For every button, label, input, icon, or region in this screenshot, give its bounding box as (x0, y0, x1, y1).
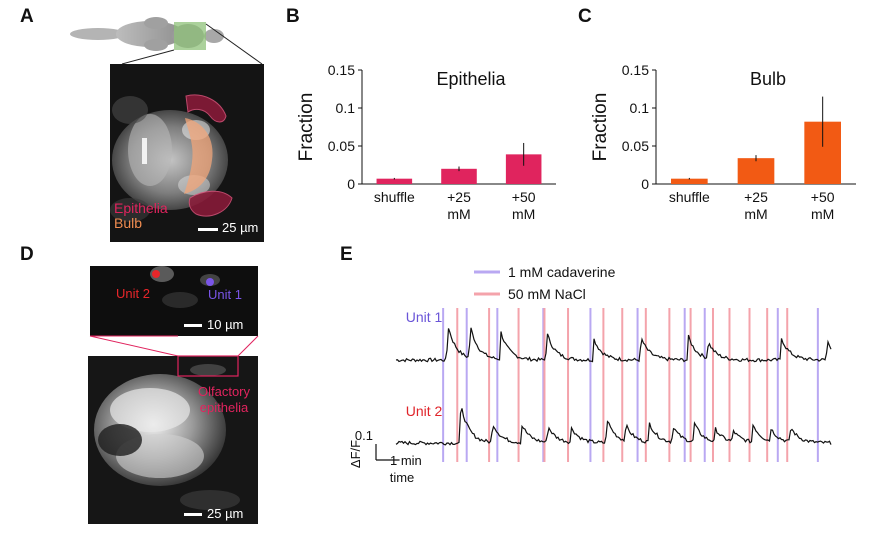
trace-unit-2 (396, 408, 831, 444)
scale-bar-y-label: ΔF/F (348, 440, 363, 468)
trace-label-2: Unit 2 (406, 403, 443, 419)
legend-label-1: 1 mM cadaverine (508, 264, 616, 280)
chart-traces: 1 mM cadaverine50 mM NaClUnit 1Unit 20.1… (0, 0, 874, 536)
legend-label-2: 50 mM NaCl (508, 286, 586, 302)
trace-unit-1 (396, 328, 831, 362)
trace-label-1: Unit 1 (406, 309, 443, 325)
scale-bar-x-label: time (390, 470, 415, 485)
scale-bar-x-value: 1 min (390, 453, 422, 468)
